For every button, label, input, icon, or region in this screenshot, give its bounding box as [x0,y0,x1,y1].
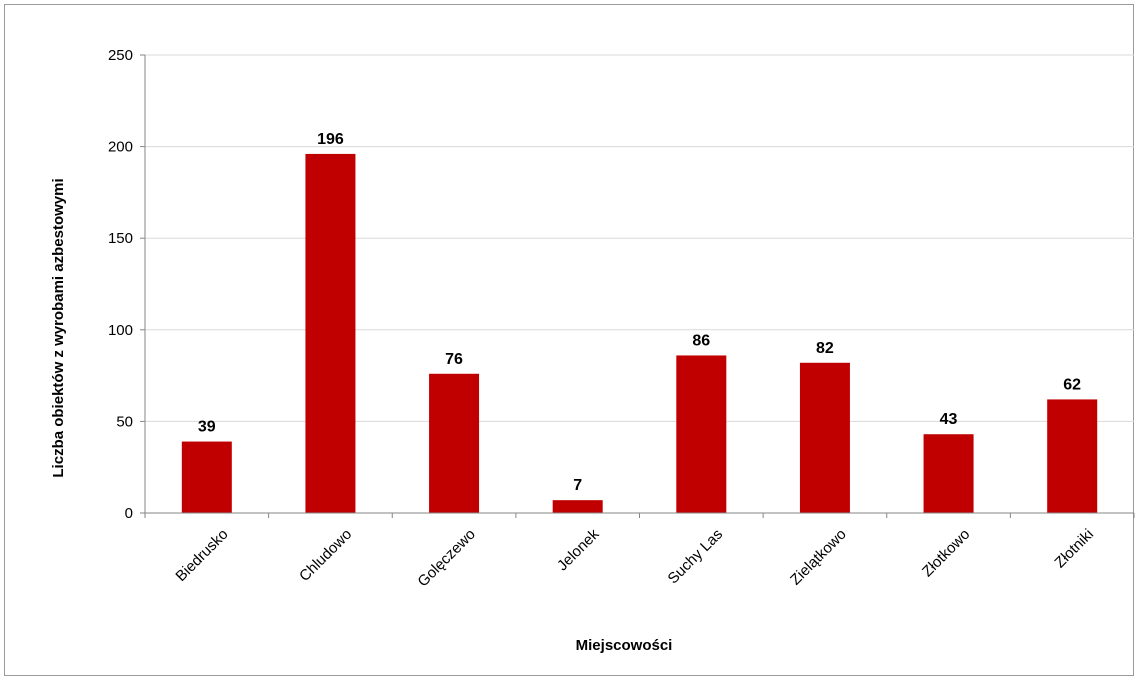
bar [923,434,974,513]
bar [305,153,356,514]
bar [1047,399,1098,513]
axes [140,54,1135,518]
y-tick-label: 50 [116,413,133,430]
x-category-label: Złotkowo [919,526,973,580]
y-tick-label: 0 [125,505,133,522]
data-label: 86 [692,332,710,349]
bar [676,355,727,513]
data-label: 76 [445,351,463,368]
data-label: 39 [198,419,216,436]
x-category-label: Biedrusko [172,526,231,585]
y-tick-label: 100 [108,322,133,339]
x-category-label: Zielątkowo [787,526,850,589]
bars [181,153,1098,514]
x-category-label: Chludowo [296,526,355,585]
x-axis-title: Miejscowości [576,637,673,654]
data-label: 62 [1063,376,1081,393]
x-category-label: Jelonek [554,525,603,574]
y-tick-label: 150 [108,230,133,247]
bar [552,500,603,513]
bar [429,373,480,513]
y-axis-title: Liczba obiektów z wyrobami azbestowymi [50,178,67,477]
data-label: 43 [940,411,958,428]
x-category-label: Suchy Las [665,526,727,588]
data-label: 82 [816,340,834,357]
y-tick-label: 200 [108,139,133,156]
data-label: 7 [573,477,582,494]
bar [181,441,232,513]
data-label: 196 [317,131,344,148]
x-category-label: Golęczewo [414,526,478,590]
bar [799,362,850,513]
x-category-label: Złotniki [1051,526,1097,572]
gridlines [145,54,1134,422]
chart-frame [4,4,1134,676]
y-tick-label: 250 [108,47,133,64]
